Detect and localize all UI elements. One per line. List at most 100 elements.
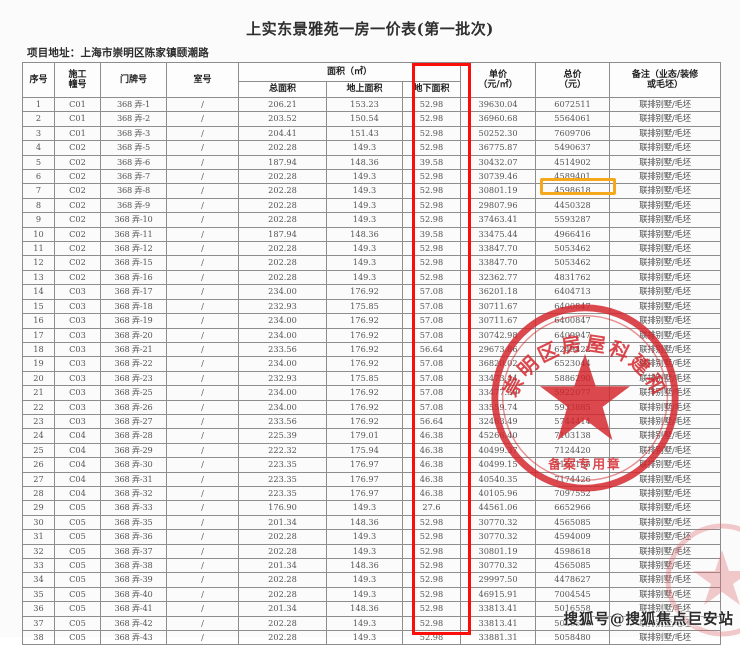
table-row: 2 C01 368 弄-2/203.52 150.54 52.98 36960.68 556…: [22, 111, 722, 127]
cell-area-above: 175.94: [326, 442, 403, 459]
col-header-area-total: 总面积: [238, 81, 327, 98]
cell-door-no: 368 弄-7: [100, 169, 167, 185]
cell-area-above: 150.54: [326, 111, 403, 127]
cell-area-below: 52.98: [401, 212, 462, 228]
cell-total-price: 7097552: [535, 485, 611, 502]
cell-total-price: 7124420: [535, 442, 611, 459]
cell-door-no: 368 弄-1: [100, 96, 167, 113]
table-row: 15 C03 368 弄-18/232.93 175.85 57.08 30711.67 6…: [22, 298, 722, 315]
cell-area-total: 203.52: [238, 111, 327, 127]
cell-unit-price: 30432.07: [460, 154, 537, 171]
cell-area-above: 151.43: [326, 125, 403, 142]
cell-building-no: C02: [54, 183, 101, 199]
cell-index: 8: [22, 197, 55, 214]
cell-area-above: 148.36: [326, 601, 403, 617]
cell-index: 14: [22, 284, 55, 300]
cell-room-no: /: [166, 298, 239, 315]
cell-area-above: 176.92: [326, 413, 403, 430]
cell-area-total: 201.34: [238, 557, 327, 574]
cell-room-no: /: [166, 428, 239, 444]
col-header-unit-price: 单价 （元/㎡）: [460, 62, 537, 98]
cell-area-total: 201.34: [238, 601, 327, 617]
cell-area-total: 234.00: [238, 284, 327, 300]
cell-building-no: C02: [54, 154, 101, 171]
cell-area-below: 46.38: [401, 442, 462, 459]
cell-area-total: 233.56: [238, 341, 327, 358]
table-row: 20 C03 368 弄-23/232.93 175.85 57.08 33473.44 5…: [22, 370, 722, 387]
col-header-door-no: 门牌号: [100, 62, 167, 98]
cell-door-no: 368 弄-29: [100, 442, 167, 459]
cell-building-no: C04: [54, 428, 101, 444]
cell-total-price: 6400847: [535, 298, 611, 315]
cell-area-above: 149.3: [326, 615, 403, 632]
cell-door-no: 368 弄-17: [100, 284, 167, 300]
cell-area-below: 52.98: [401, 169, 462, 185]
cell-area-total: 176.90: [238, 500, 327, 516]
cell-remark: 联排别墅/毛坯: [609, 226, 722, 243]
cell-index: 15: [22, 298, 55, 315]
cell-total-price: 5490637: [535, 140, 611, 156]
cell-area-below: 52.98: [401, 529, 462, 545]
cell-area-below: 52.98: [401, 514, 462, 531]
cell-area-above: 149.3: [326, 529, 403, 545]
cell-index: 13: [22, 269, 55, 286]
cell-room-no: /: [166, 442, 239, 459]
cell-remark: 联排别墅/毛坯: [609, 514, 722, 531]
cell-area-above: 149.3: [326, 630, 403, 645]
cell-room-no: /: [166, 169, 239, 185]
cell-area-above: 175.85: [326, 370, 403, 387]
cell-area-total: 234.00: [238, 356, 327, 372]
cell-building-no: C05: [54, 514, 101, 531]
cell-room-no: /: [166, 226, 239, 243]
cell-building-no: C05: [54, 500, 101, 516]
cell-area-total: 201.34: [238, 514, 327, 531]
table-row: 23 C03 368 弄-27/233.56 176.92 56.64 32463.49 5…: [22, 413, 722, 430]
cell-door-no: 368 弄-20: [100, 327, 167, 343]
cell-unit-price: 33881.31: [460, 630, 537, 645]
cell-area-total: 234.00: [238, 399, 327, 415]
cell-area-total: 202.28: [238, 529, 327, 545]
cell-area-above: 149.3: [326, 212, 403, 228]
cell-door-no: 368 弄-15: [100, 255, 167, 271]
cell-unit-price: 45266.40: [460, 428, 537, 444]
cell-remark: 联排别墅/毛坯: [609, 140, 722, 156]
cell-door-no: 368 弄-31: [100, 471, 167, 487]
cell-index: 27: [22, 471, 55, 487]
table-row: 26 C04 368 弄-30/223.35 176.97 46.38 40499.15 7…: [22, 457, 722, 473]
cell-room-no: /: [166, 313, 239, 329]
cell-area-above: 176.97: [326, 471, 403, 487]
cell-total-price: 4594009: [535, 529, 611, 545]
cell-index: 29: [22, 500, 55, 516]
cell-index: 23: [22, 413, 55, 430]
cell-area-above: 149.3: [326, 543, 403, 560]
source-watermark: 搜狐号@搜狐焦点巨安站: [563, 611, 734, 628]
cell-unit-price: 39630.04: [460, 96, 537, 113]
table-row: 29 C05 368 弄-33/176.90 149.3 27.6 44561.06 665…: [22, 500, 722, 516]
price-table: 序号 施工 幢号 门牌号 室号 面积（㎡） 单价 （元/㎡） 总价 （元）: [22, 62, 722, 645]
cell-remark: 联排别墅/毛坯: [609, 586, 722, 603]
table-row: 21 C03 368 弄-25/234.00 176.92 57.08 33477.30 5…: [22, 385, 722, 401]
cell-area-above: 149.3: [326, 255, 403, 271]
table-row: 9 C02 368 弄-10/202.28 149.3 52.98 37463.41 559…: [22, 212, 722, 228]
cell-area-total: 202.28: [238, 212, 327, 228]
cell-room-no: /: [166, 197, 239, 214]
table-row: 22 C03 368 弄-26/234.00 176.92 57.08 33559.74 5…: [22, 399, 722, 415]
cell-building-no: C03: [54, 313, 101, 329]
cell-room-no: /: [166, 457, 239, 473]
cell-area-total: 202.28: [238, 241, 327, 257]
cell-door-no: 368 弄-41: [100, 601, 167, 617]
cell-area-total: 232.93: [238, 298, 327, 315]
cell-area-below: 46.38: [401, 471, 462, 487]
table-header: 序号 施工 幢号 门牌号 室号 面积（㎡） 单价 （元/㎡） 总价 （元）: [22, 62, 722, 98]
cell-unit-price: 40540.35: [460, 471, 537, 487]
cell-area-total: 202.28: [238, 572, 327, 588]
cell-unit-price: 44561.06: [460, 500, 537, 516]
cell-area-below: 52.98: [401, 630, 462, 645]
cell-room-no: /: [166, 485, 239, 502]
cell-door-no: 368 弄-35: [100, 514, 167, 531]
cell-area-total: 202.28: [238, 630, 327, 645]
cell-building-no: C05: [54, 601, 101, 617]
cell-unit-price: 33559.74: [460, 399, 537, 415]
cell-area-total: 202.28: [238, 169, 327, 185]
table-row: 13 C02 368 弄-16/202.28 149.3 52.98 32362.77 48…: [22, 269, 722, 286]
